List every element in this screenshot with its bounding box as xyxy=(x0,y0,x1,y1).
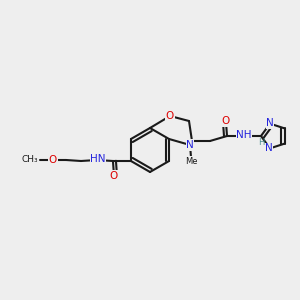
Text: O: O xyxy=(166,111,174,121)
Text: H: H xyxy=(258,138,264,147)
Text: O: O xyxy=(110,171,118,181)
Text: NH: NH xyxy=(236,130,252,140)
Text: CH₃: CH₃ xyxy=(21,154,38,164)
Text: O: O xyxy=(49,155,57,165)
Text: HN: HN xyxy=(90,154,106,164)
Text: N: N xyxy=(266,118,274,128)
Text: N: N xyxy=(265,143,273,153)
Text: N: N xyxy=(186,140,194,150)
Text: O: O xyxy=(222,116,230,126)
Text: Me: Me xyxy=(185,157,197,166)
